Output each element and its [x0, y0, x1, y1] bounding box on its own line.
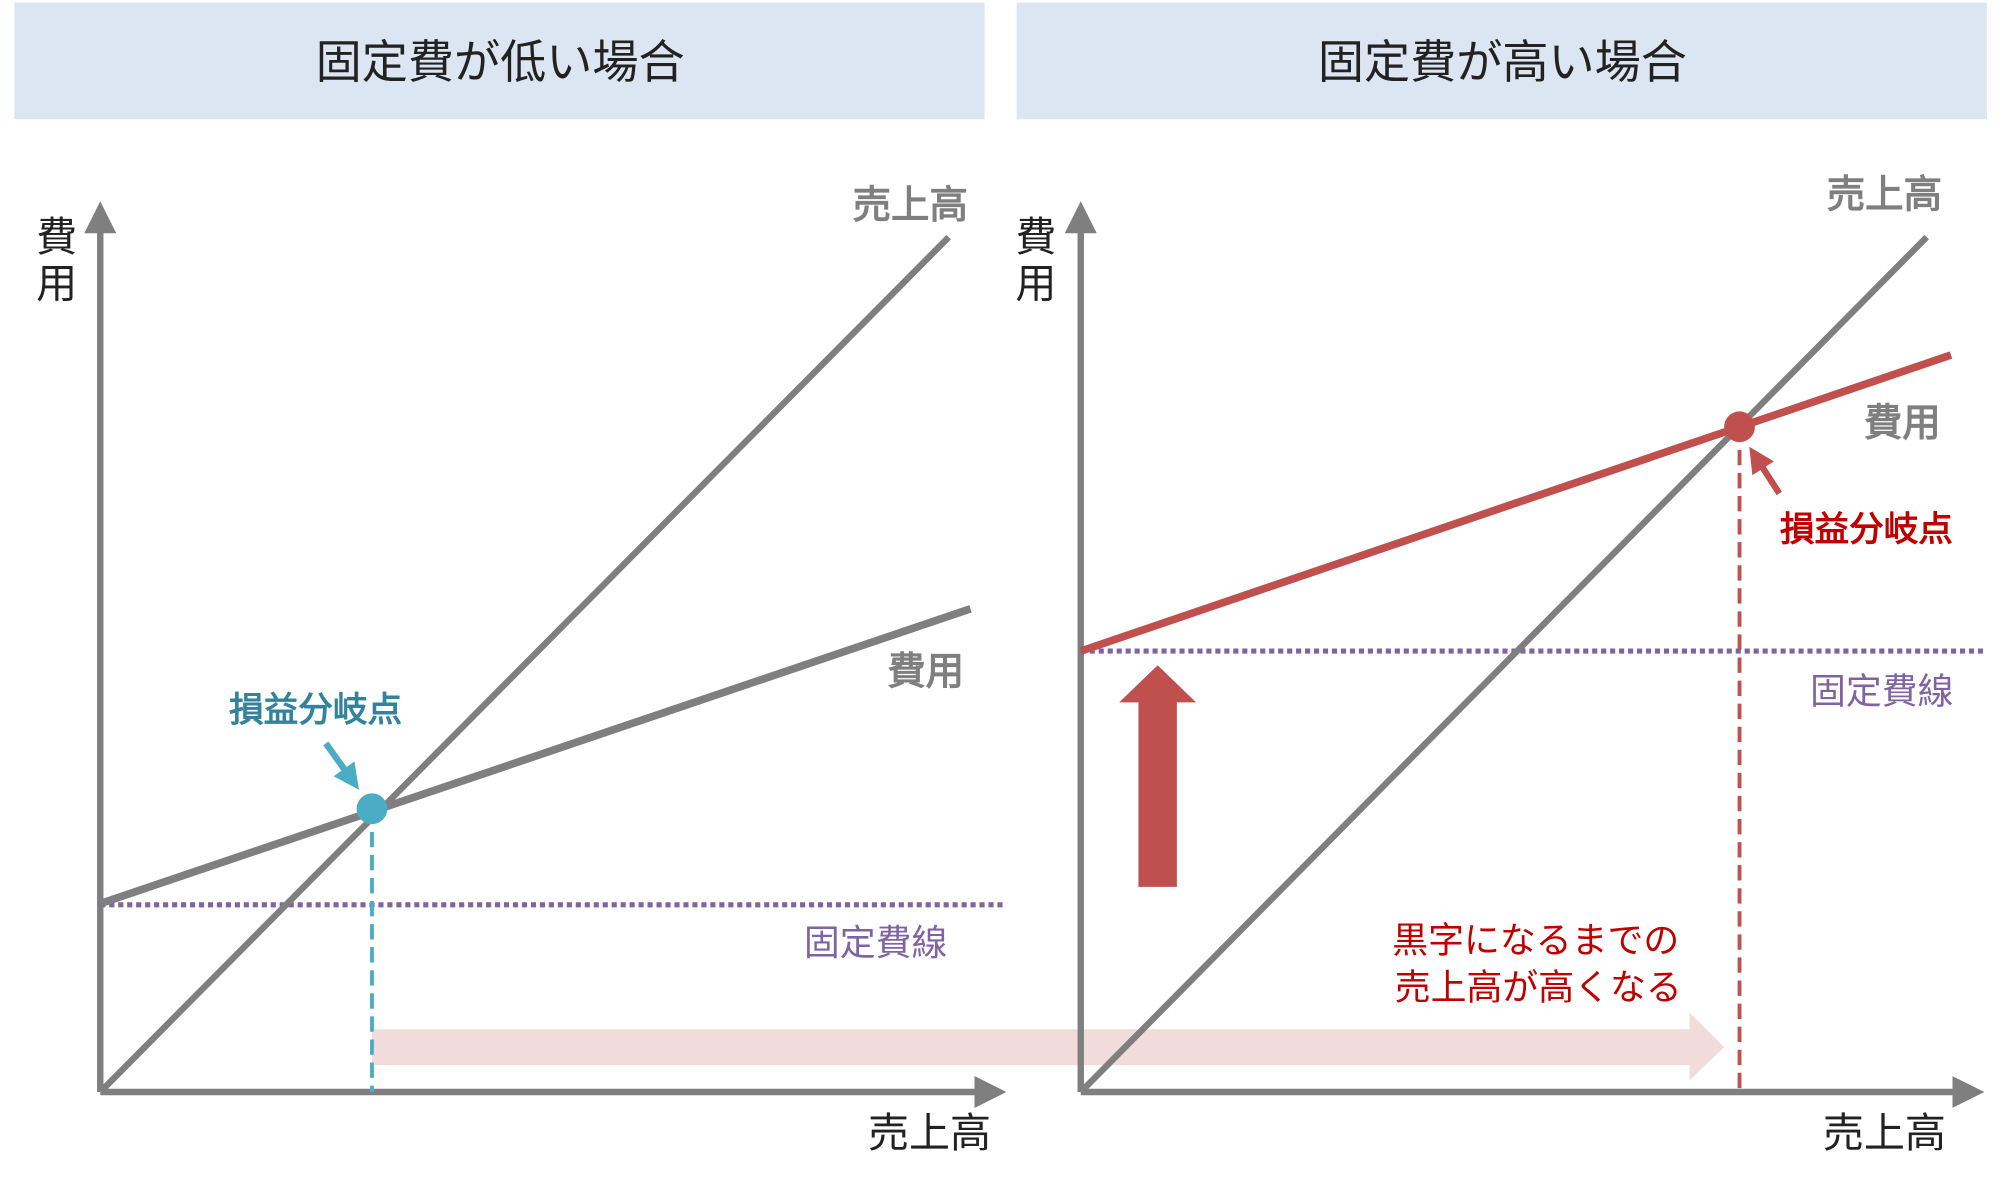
sales-line-label: 売上高 [1827, 173, 1942, 218]
y-axis-label-2: 用 [1015, 259, 1056, 307]
x-axis-label: 売上高 [868, 1109, 991, 1157]
sales-line [97, 234, 952, 1095]
break-even-point [1724, 411, 1755, 443]
y-axis-label-2: 用 [36, 259, 77, 307]
annotation-line-2: 売上高が高くなる [1395, 968, 1682, 1009]
break-even-pointer-arrow [323, 741, 359, 790]
fixed-cost-increase-arrow [1119, 665, 1197, 887]
annotation-line-1: 黒字になるまでの [1392, 920, 1679, 961]
cost-line [1079, 351, 1953, 655]
panel-title: 固定費が高い場合 [1318, 35, 1687, 89]
break-even-pointer-arrow [1749, 446, 1782, 496]
fixed-cost-line-label: 固定費線 [1810, 672, 1954, 713]
sales-line [1078, 234, 1929, 1095]
header-high-fixed-cost: 固定費が高い場合 [1016, 2, 1987, 120]
break-even-point [356, 793, 388, 825]
y-axis-label-1: 費 [1015, 213, 1056, 261]
fixed-cost-line-label: 固定費線 [804, 923, 948, 964]
shift-arrow [371, 1012, 1725, 1081]
cost-line-label: 費用 [887, 649, 964, 694]
header-low-fixed-cost: 固定費が低い場合 [14, 2, 985, 120]
chart-high-fixed-cost: 損益分岐点 売上高 費用 固定費線 黒字になるまでの 売上高が高くなる 売上高 … [1015, 173, 1985, 1157]
chart-low-fixed-cost: 損益分岐点 売上高 費用 固定費線 売上高 費 用 [36, 183, 1007, 1157]
panel-title: 固定費が低い場合 [316, 35, 685, 89]
cost-line [99, 605, 972, 908]
x-axis-label: 売上高 [1823, 1109, 1946, 1157]
break-even-label: 損益分岐点 [1780, 510, 1953, 550]
break-even-label: 損益分岐点 [229, 691, 402, 731]
sales-line-label: 売上高 [853, 183, 968, 228]
cost-line-label: 費用 [1864, 401, 1941, 446]
y-axis-label-1: 費 [36, 213, 77, 261]
